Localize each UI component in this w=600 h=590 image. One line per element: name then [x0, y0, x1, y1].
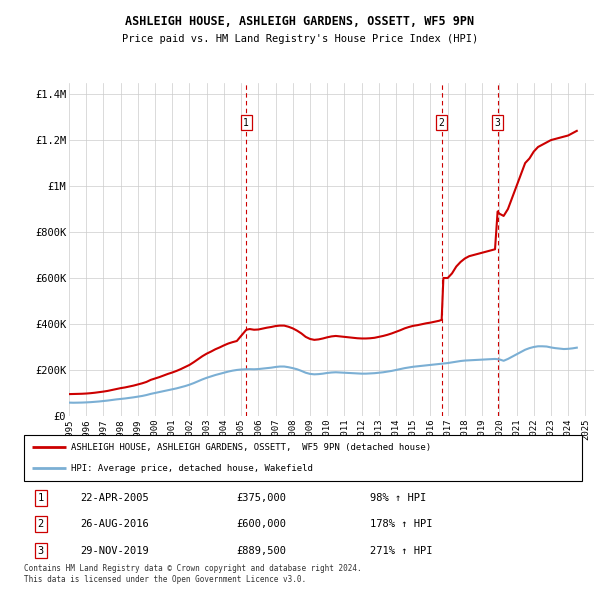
Text: £375,000: £375,000 — [236, 493, 286, 503]
Text: 29-NOV-2019: 29-NOV-2019 — [80, 546, 149, 556]
Text: Price paid vs. HM Land Registry's House Price Index (HPI): Price paid vs. HM Land Registry's House … — [122, 34, 478, 44]
Text: 22-APR-2005: 22-APR-2005 — [80, 493, 149, 503]
Text: 1: 1 — [38, 493, 44, 503]
Text: 2: 2 — [38, 519, 44, 529]
Text: £600,000: £600,000 — [236, 519, 286, 529]
Text: HPI: Average price, detached house, Wakefield: HPI: Average price, detached house, Wake… — [71, 464, 313, 473]
Text: ASHLEIGH HOUSE, ASHLEIGH GARDENS, OSSETT,  WF5 9PN (detached house): ASHLEIGH HOUSE, ASHLEIGH GARDENS, OSSETT… — [71, 442, 431, 452]
Text: 178% ↑ HPI: 178% ↑ HPI — [370, 519, 433, 529]
Text: £889,500: £889,500 — [236, 546, 286, 556]
Text: 271% ↑ HPI: 271% ↑ HPI — [370, 546, 433, 556]
Text: 98% ↑ HPI: 98% ↑ HPI — [370, 493, 426, 503]
Text: ASHLEIGH HOUSE, ASHLEIGH GARDENS, OSSETT, WF5 9PN: ASHLEIGH HOUSE, ASHLEIGH GARDENS, OSSETT… — [125, 15, 475, 28]
Text: 3: 3 — [494, 117, 500, 127]
Text: 1: 1 — [244, 117, 249, 127]
Text: 26-AUG-2016: 26-AUG-2016 — [80, 519, 149, 529]
Text: 2: 2 — [439, 117, 445, 127]
Text: Contains HM Land Registry data © Crown copyright and database right 2024.: Contains HM Land Registry data © Crown c… — [24, 565, 362, 573]
Text: 3: 3 — [38, 546, 44, 556]
FancyBboxPatch shape — [24, 435, 582, 481]
Text: This data is licensed under the Open Government Licence v3.0.: This data is licensed under the Open Gov… — [24, 575, 306, 584]
